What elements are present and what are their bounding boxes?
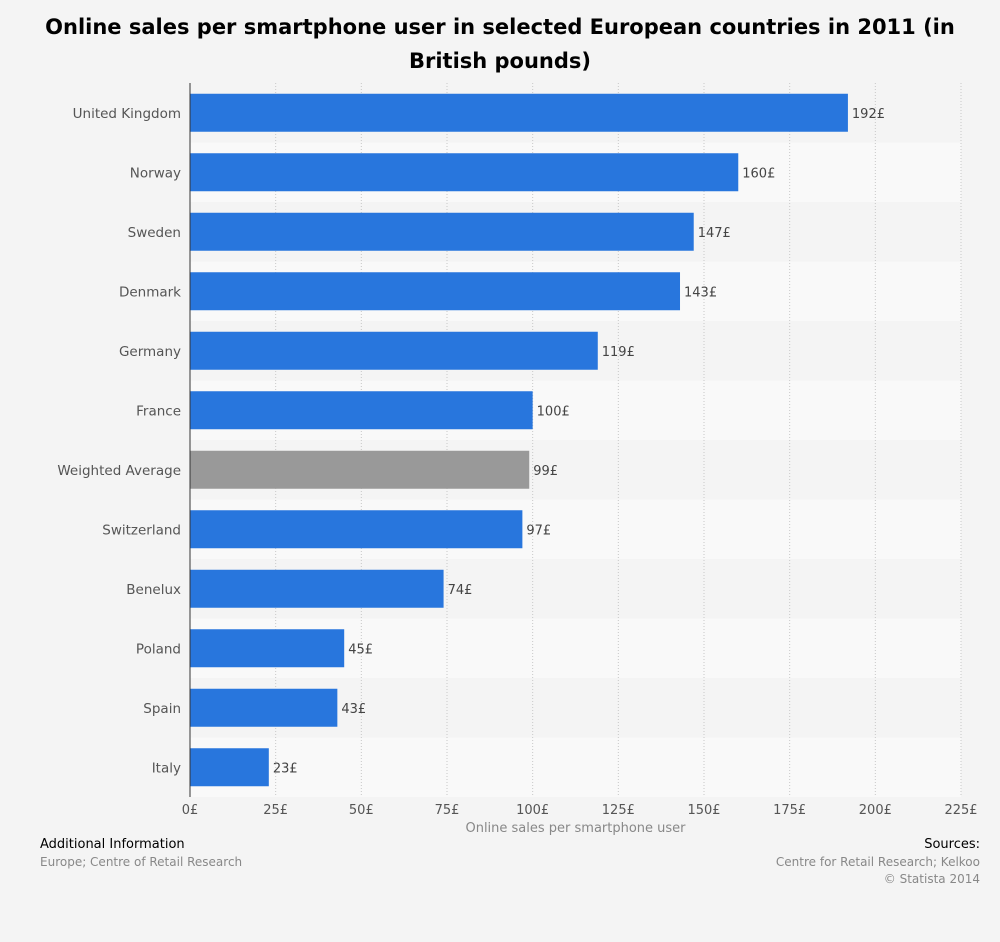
value-labels: 192£ 160£ 147£ 143£ 119£ 100£ 99£ 97£ 74£ 45£ 43£ 2… xyxy=(273,107,885,777)
category-label: Italy xyxy=(152,760,181,776)
x-tick-label: 100£ xyxy=(516,803,549,818)
sources-heading: Sources: xyxy=(924,837,980,852)
value-label: 147£ xyxy=(698,226,731,241)
bar xyxy=(190,688,338,727)
x-tick-label: 225£ xyxy=(944,803,977,818)
x-axis-label: Online sales per smartphone user xyxy=(465,821,686,836)
chart-title: Online sales per smartphone user in sele… xyxy=(45,15,955,73)
bar xyxy=(190,272,681,311)
bar xyxy=(190,212,694,251)
value-label: 192£ xyxy=(852,107,885,122)
x-tick-label: 75£ xyxy=(435,803,460,818)
bar xyxy=(190,510,523,549)
category-label: Poland xyxy=(136,641,181,657)
bar xyxy=(190,391,533,430)
category-label: Switzerland xyxy=(102,522,181,538)
x-tick-label: 150£ xyxy=(687,803,720,818)
category-label: United Kingdom xyxy=(73,106,181,122)
x-tick-label: 0£ xyxy=(182,803,199,818)
value-label: 99£ xyxy=(533,464,558,479)
sources: Sources: Centre for Retail Research; Kel… xyxy=(776,836,980,888)
category-label: Denmark xyxy=(119,284,181,300)
value-label: 45£ xyxy=(348,642,373,657)
value-label: 23£ xyxy=(273,761,298,776)
category-label: Weighted Average xyxy=(57,463,181,479)
value-label: 100£ xyxy=(537,404,570,419)
value-label: 74£ xyxy=(448,583,473,598)
sources-text: Centre for Retail Research; Kelkoo xyxy=(775,855,980,869)
bars xyxy=(190,93,848,787)
tick-labels: 0£ 25£ 50£ 75£ 100£ 125£ 150£ 175£ 200£ 225£ xyxy=(182,803,978,818)
additional-information-heading: Additional Information xyxy=(40,837,185,852)
category-label: France xyxy=(136,403,181,419)
value-label: 160£ xyxy=(742,166,775,181)
row-band xyxy=(190,737,961,797)
bar xyxy=(190,153,739,192)
value-label: 119£ xyxy=(602,345,635,360)
x-tick-label: 125£ xyxy=(602,803,635,818)
gridlines xyxy=(275,83,962,797)
category-label: Sweden xyxy=(128,225,181,241)
bar xyxy=(190,629,345,668)
category-label: Spain xyxy=(143,701,181,717)
value-label: 143£ xyxy=(684,285,717,300)
category-label: Norway xyxy=(130,165,181,181)
additional-information-text: Europe; Centre of Retail Research xyxy=(40,855,243,869)
additional-information: Additional Information Europe; Centre of… xyxy=(40,836,242,871)
x-tick-label: 50£ xyxy=(349,803,374,818)
category-labels: United Kingdom Norway Sweden Denmark Germany… xyxy=(57,106,181,777)
x-tick-label: 175£ xyxy=(773,803,806,818)
copyright-text: © Statista 2014 xyxy=(883,872,980,886)
x-tick-label: 200£ xyxy=(859,803,892,818)
bar xyxy=(190,748,269,787)
value-label: 43£ xyxy=(341,702,366,717)
value-label: 97£ xyxy=(526,523,551,538)
x-tick-label: 25£ xyxy=(263,803,288,818)
category-label: Germany xyxy=(119,344,181,360)
bar xyxy=(190,331,598,370)
bar xyxy=(190,569,444,608)
bar xyxy=(190,93,848,132)
bar xyxy=(190,450,530,489)
category-label: Benelux xyxy=(126,582,181,598)
